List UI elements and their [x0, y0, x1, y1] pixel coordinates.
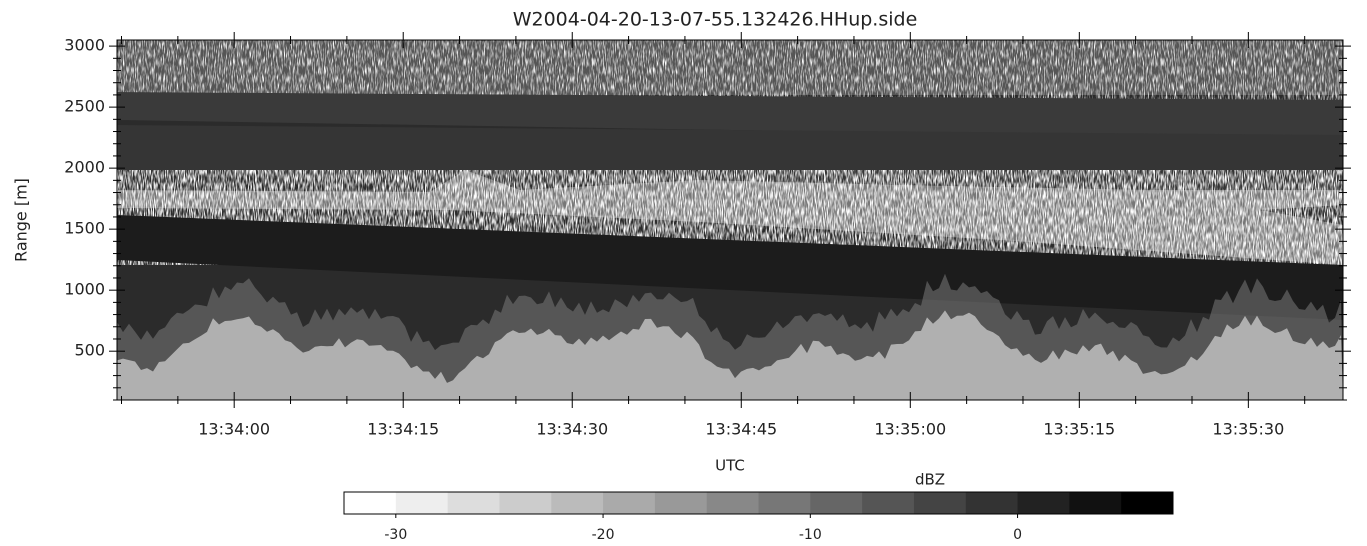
- y-axis-label: Range [m]: [12, 178, 31, 262]
- band: [117, 92, 1343, 140]
- plot-frame: [116, 39, 1344, 401]
- x-axis-label: UTC: [715, 457, 745, 475]
- lower-echo-edge: [117, 273, 1343, 400]
- x-tick-label: 13:35:15: [1043, 420, 1115, 439]
- x-tick-label: 13:35:00: [874, 420, 946, 439]
- bright-band-speckle: [117, 170, 1343, 265]
- colorbar-tick-label: -30: [384, 527, 407, 543]
- colorbar-cell: [344, 492, 397, 514]
- colorbar-tick-label: 0: [1013, 527, 1022, 543]
- x-tick-label: 13:34:30: [536, 420, 608, 439]
- x-tick-label: 13:34:45: [705, 420, 777, 439]
- y-tick-label: 3000: [64, 36, 105, 55]
- x-tick-label: 13:34:15: [367, 420, 439, 439]
- chart-title: W2004-04-20-13-07-55.132426.HHup.side: [513, 9, 918, 31]
- dark-band: [117, 215, 1343, 320]
- colorbar-cell: [499, 492, 552, 514]
- colorbar-cell: [1069, 492, 1122, 514]
- colorbar-cell: [395, 492, 449, 514]
- colorbar-cell: [447, 492, 500, 514]
- y-tick-label: 1000: [64, 280, 105, 299]
- colorbar-cell: [758, 492, 811, 514]
- y-tick-label: 2500: [64, 97, 105, 116]
- radar-image: [117, 40, 1343, 400]
- colorbar-cell: [654, 492, 708, 514]
- y-tick-label: 1500: [64, 219, 105, 238]
- colorbar-cell: [810, 492, 863, 514]
- colorbar-cell: [913, 492, 967, 514]
- colorbar-label: dBZ: [915, 471, 945, 489]
- colorbar-tick-label: -20: [592, 527, 615, 543]
- y-tick-label: 500: [74, 341, 105, 360]
- band: [117, 125, 1343, 200]
- colorbar-tick-label: -10: [799, 527, 822, 543]
- x-tick-label: 13:34:00: [198, 420, 270, 439]
- noise-top-speckle: [117, 40, 1343, 100]
- colorbar-cell: [1121, 492, 1174, 514]
- colorbar-cell: [862, 492, 915, 514]
- colorbar-cell: [1017, 492, 1070, 514]
- colorbar-cell: [603, 492, 656, 514]
- colorbar-frame: [343, 491, 1174, 515]
- colorbar-cell: [706, 492, 759, 514]
- x-tick-label: 13:35:30: [1212, 420, 1284, 439]
- y-tick-label: 2000: [64, 158, 105, 177]
- colorbar-cell: [965, 492, 1019, 514]
- colorbar-cell: [551, 492, 604, 514]
